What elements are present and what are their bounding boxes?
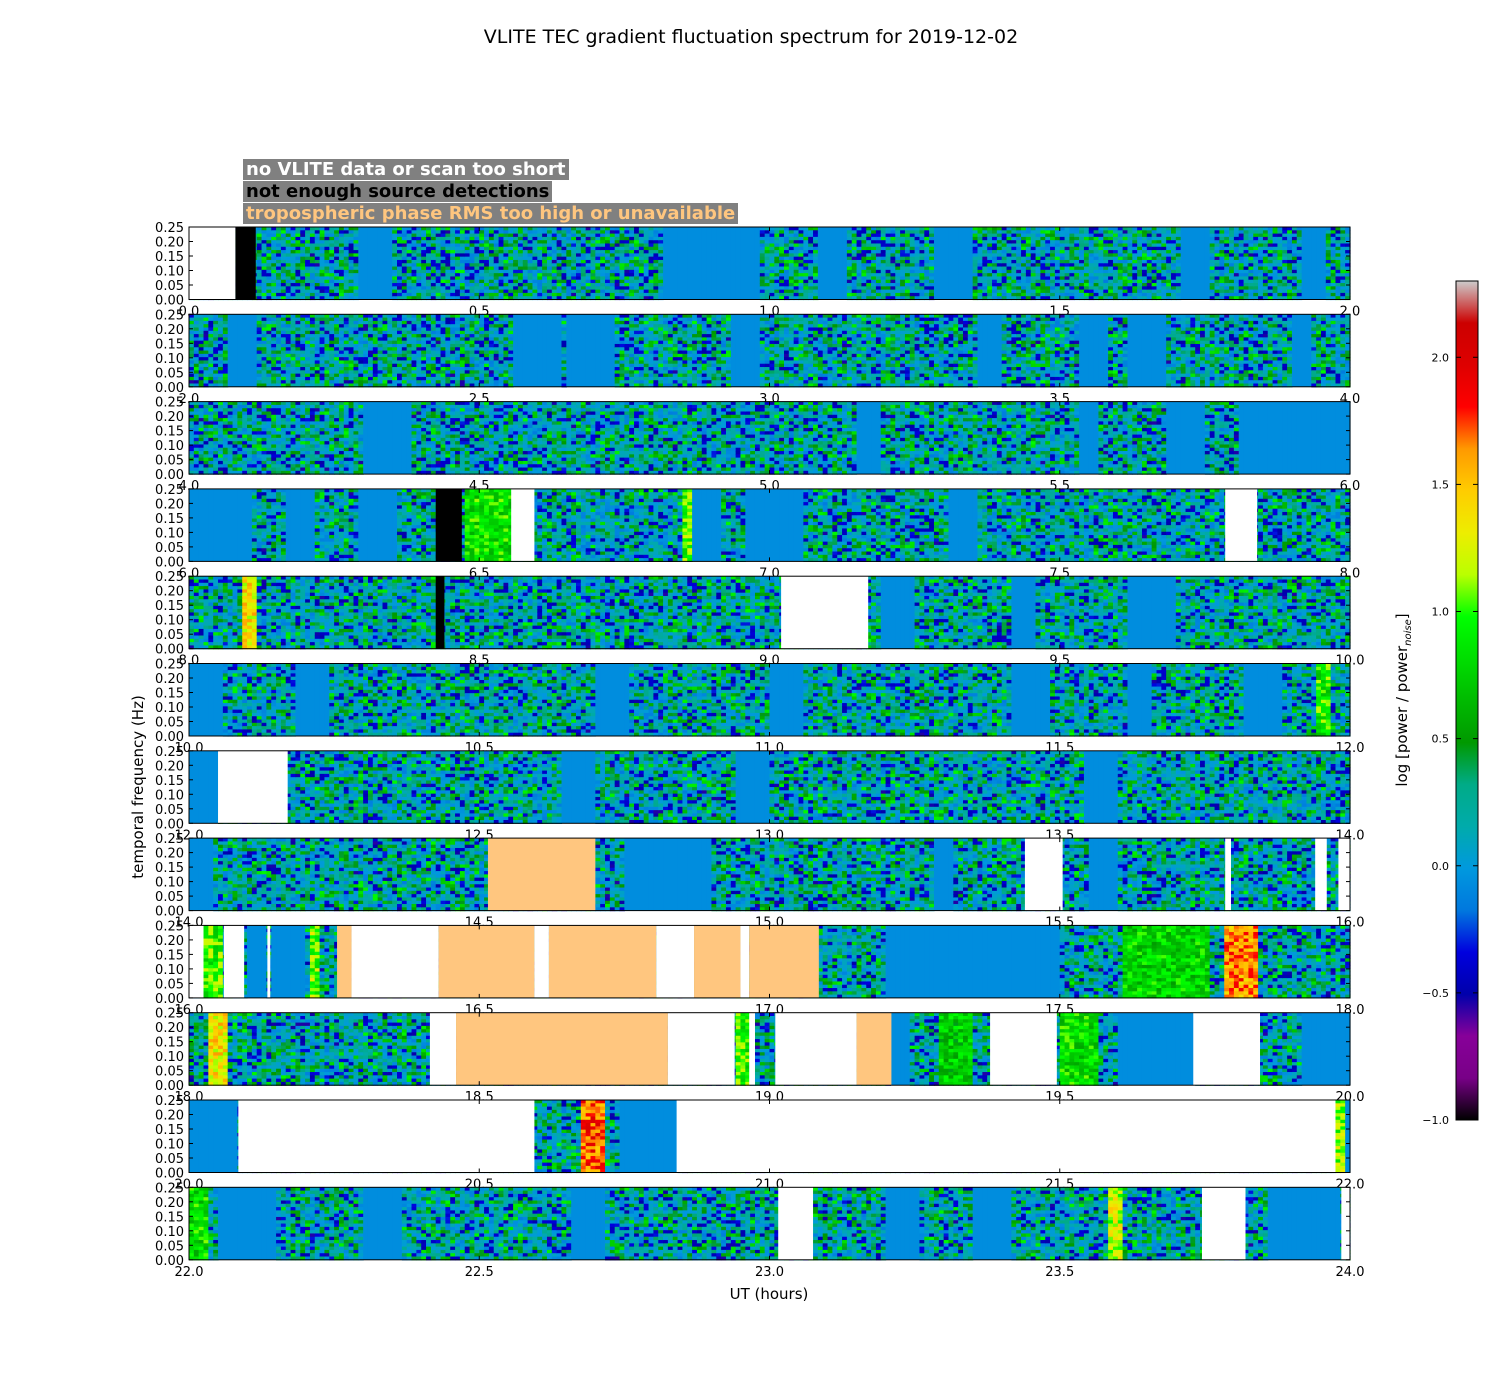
heatmap-cell: [711, 227, 716, 300]
heatmap-cell: [692, 227, 697, 300]
panel-stack: 0.000.050.100.150.200.250.0 0.5 1.0 1.5 2.00…: [155, 221, 1364, 1280]
heatmap-cell: [678, 227, 683, 300]
heatmap-cell: [828, 227, 833, 300]
panel-heatmap: [189, 227, 1351, 300]
heatmap-cell: [755, 227, 760, 300]
heatmap-cell: [736, 227, 741, 300]
heatmap-cell: [363, 227, 368, 300]
heatmap-cell: [832, 227, 837, 300]
heatmap-cell: [716, 227, 721, 300]
heatmap-cell: [726, 227, 731, 300]
heatmap-cell: [837, 227, 842, 300]
heatmap-cell: [682, 227, 687, 300]
chart-title: VLITE TEC gradient fluctuation spectrum …: [484, 26, 1018, 48]
heatmap-cell: [750, 227, 755, 300]
heatmap-cell: [745, 227, 750, 300]
heatmap-cell: [368, 227, 373, 300]
heatmap-cell: [358, 227, 363, 300]
heatmap-cell: [378, 227, 383, 300]
heatmap-cell: [731, 227, 736, 300]
heatmap-cell: [373, 227, 378, 300]
heatmap-cell: [697, 227, 702, 300]
panel-1: 0.000.050.100.150.200.250.0 0.5 1.0 1.5 2.0: [155, 221, 1360, 320]
heatmap-cell: [721, 227, 726, 300]
heatmap-cell: [383, 227, 388, 300]
heatmap-cell: [673, 227, 678, 300]
heatmap-cell: [387, 227, 392, 300]
heatmap-cell: [707, 227, 712, 300]
heatmap-cell: [818, 227, 823, 300]
heatmap-cell: [663, 227, 668, 300]
heatmap-cell: [687, 227, 692, 300]
heatmap-cell: [740, 227, 745, 300]
heatmap-cell: [842, 227, 847, 300]
heatmap-cell: [823, 227, 828, 300]
heatmap-cell: [702, 227, 707, 300]
heatmap-cell: [668, 227, 673, 300]
